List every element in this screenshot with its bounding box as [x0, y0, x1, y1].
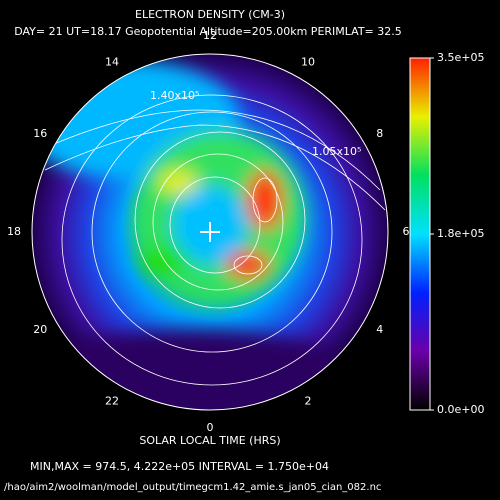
field-patch: [158, 170, 198, 194]
colorbar: [409, 57, 431, 411]
footer-line: /hao/aim2/woolman/model_output/timegcm1.…: [4, 482, 381, 493]
chart-subtitle: DAY= 21 UT=18.17 Geopotential Altitude=2…: [14, 25, 402, 38]
hour-tick-label: 8: [376, 127, 383, 140]
hour-tick-label: 16: [33, 127, 47, 140]
colorbar-tick-label: 0.0e+00: [437, 403, 484, 416]
hour-tick-label: 4: [376, 323, 383, 336]
hour-tick-label: 14: [105, 55, 119, 68]
field-patch: [226, 251, 270, 279]
field-patch: [32, 330, 380, 410]
contour-label: 1.05x10⁵: [312, 145, 361, 158]
chart-title: ELECTRON DENSITY (CM-3): [135, 8, 285, 21]
hour-tick-label: 20: [33, 323, 47, 336]
colorbar-tick-label: 3.5e+05: [437, 51, 484, 64]
field-features: [32, 60, 380, 410]
hour-tick-label: 10: [301, 55, 315, 68]
hour-tick-label: 0: [207, 421, 214, 434]
field-patch: [140, 245, 190, 275]
map-border: [31, 53, 389, 411]
hour-tick-label: 18: [7, 225, 21, 238]
hour-tick-label: 12: [203, 29, 217, 42]
hour-tick-label: 22: [105, 395, 119, 408]
contour-label: 1.40x10⁵: [150, 89, 199, 102]
hour-tick-label: 2: [305, 395, 312, 408]
contours: [39, 94, 386, 386]
footer-line: MIN,MAX = 974.5, 4.222e+05 INTERVAL = 1.…: [30, 460, 329, 473]
field-patch: [247, 170, 283, 230]
hour-tick-label: 6: [403, 225, 410, 238]
polar-field: [32, 54, 388, 410]
colorbar-tick-label: 1.8e+05: [437, 227, 484, 240]
x-axis-label: SOLAR LOCAL TIME (HRS): [139, 434, 280, 447]
